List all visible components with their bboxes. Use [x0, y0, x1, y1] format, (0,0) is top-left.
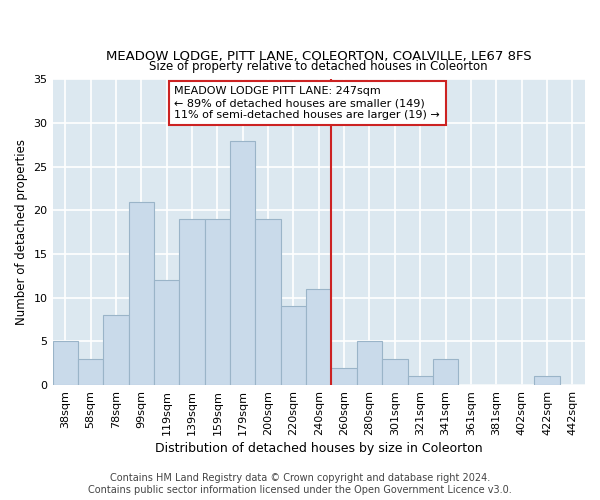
Bar — [53, 342, 78, 385]
Y-axis label: Number of detached properties: Number of detached properties — [15, 140, 28, 326]
Bar — [534, 376, 560, 385]
Bar — [281, 306, 306, 385]
Bar — [382, 359, 407, 385]
Bar — [205, 219, 230, 385]
Bar — [256, 219, 281, 385]
Bar — [78, 359, 103, 385]
Title: MEADOW LODGE, PITT LANE, COLEORTON, COALVILLE, LE67 8FS: MEADOW LODGE, PITT LANE, COLEORTON, COAL… — [106, 50, 532, 63]
Bar — [179, 219, 205, 385]
Bar — [433, 359, 458, 385]
Text: Contains HM Land Registry data © Crown copyright and database right 2024.
Contai: Contains HM Land Registry data © Crown c… — [88, 474, 512, 495]
Bar — [230, 140, 256, 385]
Text: MEADOW LODGE PITT LANE: 247sqm
← 89% of detached houses are smaller (149)
11% of: MEADOW LODGE PITT LANE: 247sqm ← 89% of … — [174, 86, 440, 120]
Bar — [306, 289, 331, 385]
Bar — [103, 315, 128, 385]
Bar — [407, 376, 433, 385]
Bar — [128, 202, 154, 385]
Bar — [357, 342, 382, 385]
Bar — [331, 368, 357, 385]
Text: Size of property relative to detached houses in Coleorton: Size of property relative to detached ho… — [149, 60, 488, 74]
Bar — [154, 280, 179, 385]
X-axis label: Distribution of detached houses by size in Coleorton: Distribution of detached houses by size … — [155, 442, 482, 455]
